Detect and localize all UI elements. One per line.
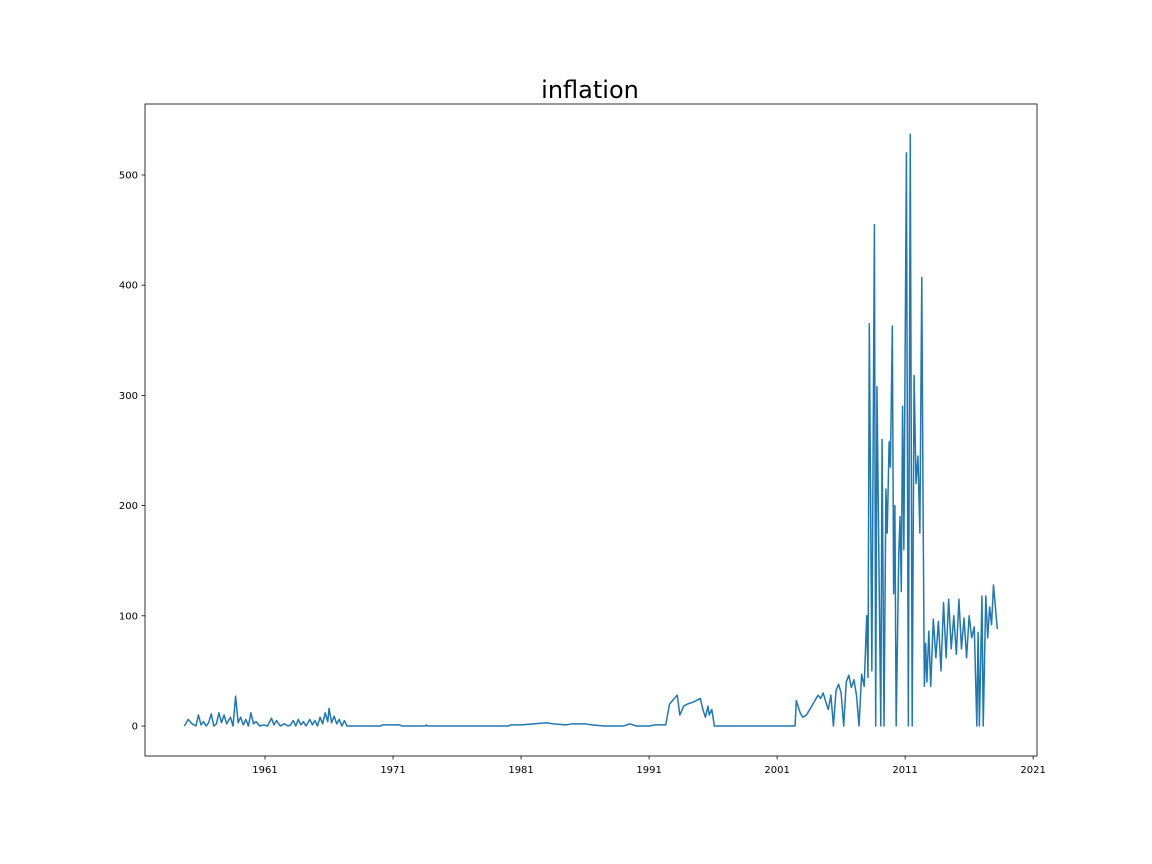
- x-tick-label: 2001: [764, 765, 789, 776]
- line: [183, 133, 999, 727]
- x-tick-label: 2021: [1020, 765, 1045, 776]
- y-tick-label: 100: [119, 611, 138, 622]
- y-tick-label: 0: [132, 722, 138, 733]
- axes-frame: [144, 103, 1038, 757]
- x-tick-label: 2011: [892, 765, 917, 776]
- x-tick-label: 1981: [508, 765, 533, 776]
- y-tick-label: 500: [119, 170, 138, 181]
- x-tick-label: 1991: [636, 765, 661, 776]
- chart-title: inflation: [541, 76, 639, 104]
- y-tick-label: 200: [119, 501, 138, 512]
- x-tick-label: 1961: [252, 765, 277, 776]
- x-tick-label: 1971: [380, 765, 405, 776]
- y-tick-label: 400: [119, 281, 138, 292]
- y-tick-label: 300: [119, 391, 138, 402]
